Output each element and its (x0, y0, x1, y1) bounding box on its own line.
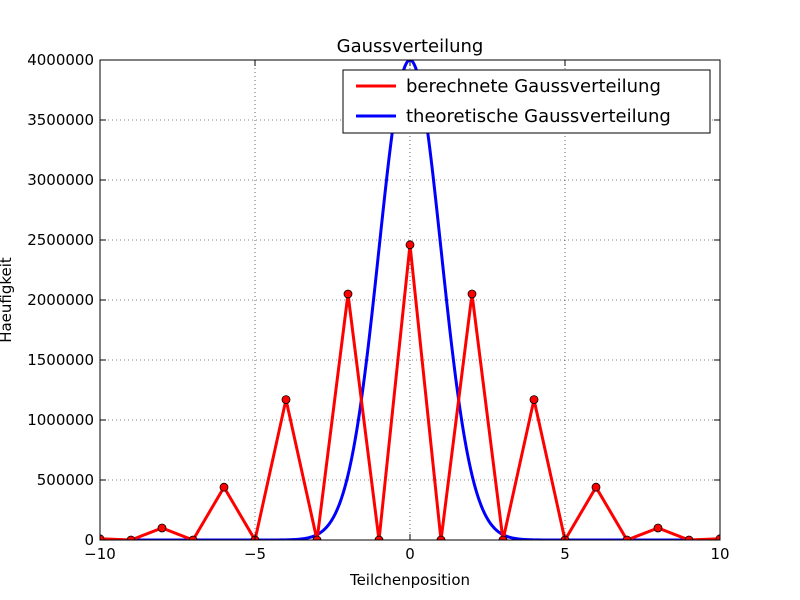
data-point-berechnete (374, 535, 384, 540)
data-point-berechnete (219, 482, 229, 492)
x-tick-label: −5 (244, 545, 266, 563)
x-tick-label: 5 (560, 545, 570, 563)
y-axis-label: Haeufigkeit (0, 257, 15, 343)
data-point-berechnete (684, 535, 694, 540)
legend-box (342, 69, 711, 134)
data-point-berechnete (126, 535, 136, 540)
data-point-berechnete (467, 289, 477, 299)
data-point-berechnete (343, 289, 353, 299)
x-tick-label: 10 (710, 545, 729, 563)
data-point-berechnete (436, 535, 446, 540)
data-point-berechnete (591, 482, 601, 492)
data-point-berechnete (281, 395, 291, 405)
legend-label-berechnete: berechnete Gaussverteilung (406, 76, 661, 97)
data-point-berechnete (405, 240, 415, 250)
y-tick-label: 2000000 (27, 291, 94, 309)
data-point-berechnete (188, 535, 198, 540)
y-tick-label: 0 (84, 531, 94, 549)
y-tick-label: 3000000 (27, 171, 94, 189)
data-point-berechnete (529, 395, 539, 405)
data-point-berechnete (157, 523, 167, 533)
x-tick-label: 0 (405, 545, 415, 563)
ticks: −10 −5 0 5 10 0 500000 1000000 1500000 2000000 250… (27, 51, 729, 563)
chart-title: Gaussverteilung (337, 36, 484, 57)
x-axis-label: Teilchenposition (349, 571, 470, 589)
y-tick-label: 4000000 (27, 51, 94, 69)
y-tick-label: 2500000 (27, 231, 94, 249)
y-tick-label: 1000000 (27, 411, 94, 429)
data-point-berechnete (653, 523, 663, 533)
y-tick-label: 3500000 (27, 111, 94, 129)
y-tick-label: 500000 (37, 471, 94, 489)
legend-label-theoretische: theoretische Gaussverteilung (406, 106, 671, 127)
data-point-berechnete (622, 535, 632, 540)
y-tick-label: 1500000 (27, 351, 94, 369)
data-point-berechnete (715, 534, 720, 540)
data-point-berechnete (100, 534, 105, 540)
x-tick-label: −10 (84, 545, 116, 563)
data-point-berechnete (312, 535, 322, 540)
legend: berechnete Gaussverteilung theoretische … (342, 69, 711, 134)
data-point-berechnete (498, 535, 508, 540)
